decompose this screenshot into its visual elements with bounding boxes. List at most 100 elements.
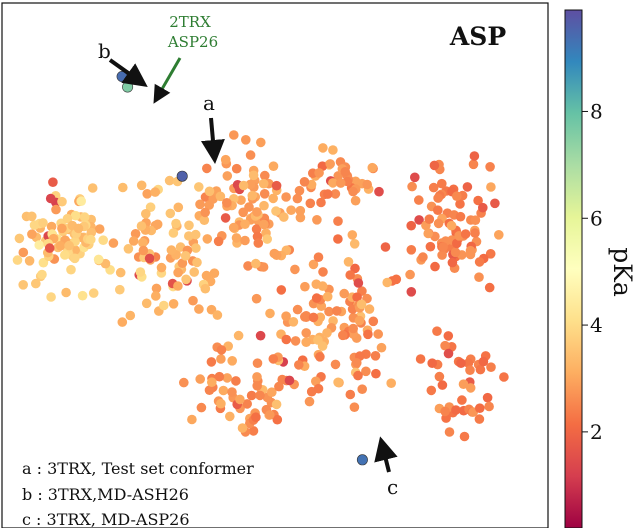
scatter-point bbox=[164, 175, 175, 186]
scatter-point bbox=[206, 357, 217, 367]
scatter-point bbox=[332, 306, 342, 316]
scatter-point bbox=[292, 193, 303, 204]
scatter-point bbox=[88, 288, 99, 298]
scatter-point bbox=[255, 137, 266, 148]
scatter-point bbox=[465, 245, 476, 256]
annotation-b: b bbox=[98, 39, 111, 63]
scatter-point bbox=[446, 220, 457, 231]
scatter-point bbox=[451, 405, 461, 415]
scatter-point bbox=[235, 394, 245, 405]
scatter-point bbox=[260, 170, 270, 181]
scatter-point bbox=[274, 381, 284, 392]
scatter-point bbox=[123, 244, 134, 254]
colorbar-ticks: 2 4 6 8 bbox=[582, 99, 603, 444]
scatter-point bbox=[340, 167, 351, 177]
scatter-point bbox=[191, 243, 201, 253]
scatter-point bbox=[48, 177, 58, 187]
scatter-point bbox=[64, 240, 74, 251]
scatter-point bbox=[345, 270, 356, 280]
scatter-point bbox=[485, 162, 495, 172]
scatter-point bbox=[450, 247, 461, 258]
scatter-point bbox=[465, 383, 476, 393]
scatter-point bbox=[245, 150, 256, 160]
scatter-point bbox=[474, 272, 484, 283]
scatter-point bbox=[117, 317, 128, 327]
scatter-point bbox=[253, 238, 264, 248]
scatter-point bbox=[473, 195, 483, 206]
scatter-point bbox=[258, 262, 269, 272]
scatter-point bbox=[406, 220, 417, 231]
scatter-point bbox=[432, 326, 442, 337]
scatter-point bbox=[37, 269, 47, 280]
annotation-c: c bbox=[387, 475, 398, 499]
scatter-point bbox=[318, 143, 328, 153]
scatter-point bbox=[458, 379, 469, 390]
scatter-point bbox=[437, 250, 447, 260]
scatter-point bbox=[328, 145, 338, 155]
scatter-point bbox=[255, 390, 265, 401]
callout-line2: ASP26 bbox=[167, 33, 218, 51]
scatter-point bbox=[333, 171, 344, 181]
scatter-point bbox=[258, 178, 269, 189]
scatter-point bbox=[222, 198, 232, 208]
scatter-point bbox=[152, 219, 163, 230]
scatter-point bbox=[452, 238, 462, 249]
scatter-point bbox=[328, 178, 338, 188]
scatter-point bbox=[265, 410, 275, 420]
scatter-point bbox=[295, 205, 306, 216]
scatter-point bbox=[354, 315, 365, 326]
scatter-point bbox=[430, 261, 440, 272]
scatter-point bbox=[348, 186, 358, 197]
scatter-point bbox=[243, 261, 253, 271]
scatter-point bbox=[364, 304, 375, 314]
scatter-point bbox=[276, 285, 287, 295]
scatter-point bbox=[429, 160, 440, 171]
scatter-point bbox=[31, 278, 41, 289]
scatter-point bbox=[313, 383, 324, 394]
scatter-point bbox=[335, 178, 346, 188]
scatter-point bbox=[361, 366, 371, 377]
scatter-point bbox=[173, 202, 184, 213]
scatter-point bbox=[424, 214, 435, 224]
scatter-point bbox=[227, 356, 237, 366]
scatter-point bbox=[189, 267, 199, 277]
scatter-point bbox=[251, 224, 262, 234]
scatter-point bbox=[57, 196, 67, 207]
scatter-point bbox=[231, 376, 241, 386]
scatter-point bbox=[468, 159, 479, 170]
scatter-point bbox=[281, 311, 291, 322]
scatter-point bbox=[348, 323, 359, 334]
scatter-point bbox=[61, 287, 71, 298]
scatter-point bbox=[367, 162, 378, 173]
scatter-point bbox=[268, 161, 279, 171]
scatter-point bbox=[313, 252, 324, 262]
scatter-point bbox=[494, 230, 504, 240]
scatter-point bbox=[209, 268, 220, 279]
scatter-point bbox=[478, 356, 489, 367]
colorbar-tick-label: 2 bbox=[590, 420, 603, 444]
scatter-point bbox=[262, 234, 273, 244]
scatter-point bbox=[236, 195, 246, 205]
scatter-point bbox=[215, 191, 226, 202]
scatter-point bbox=[195, 374, 205, 384]
scatter-point bbox=[60, 250, 70, 260]
scatter-point bbox=[370, 351, 381, 361]
scatter-point bbox=[475, 364, 486, 375]
scatter-point bbox=[24, 255, 35, 266]
colorbar-tick-label: 6 bbox=[590, 206, 603, 230]
scatter-point bbox=[242, 399, 252, 409]
scatter-point bbox=[136, 180, 147, 191]
scatter-point bbox=[330, 359, 341, 370]
scatter-point bbox=[322, 291, 333, 302]
scatter-point bbox=[220, 154, 231, 165]
scatter-point bbox=[271, 206, 281, 216]
scatter-point bbox=[485, 249, 496, 259]
scatter-point bbox=[151, 291, 161, 301]
scatter-point bbox=[248, 170, 259, 181]
scatter-point bbox=[440, 340, 450, 351]
scatter-point bbox=[220, 213, 231, 223]
scatter-point bbox=[433, 205, 443, 215]
scatter-point bbox=[202, 163, 212, 174]
scatter-point bbox=[330, 189, 341, 199]
scatter-point bbox=[269, 248, 280, 259]
